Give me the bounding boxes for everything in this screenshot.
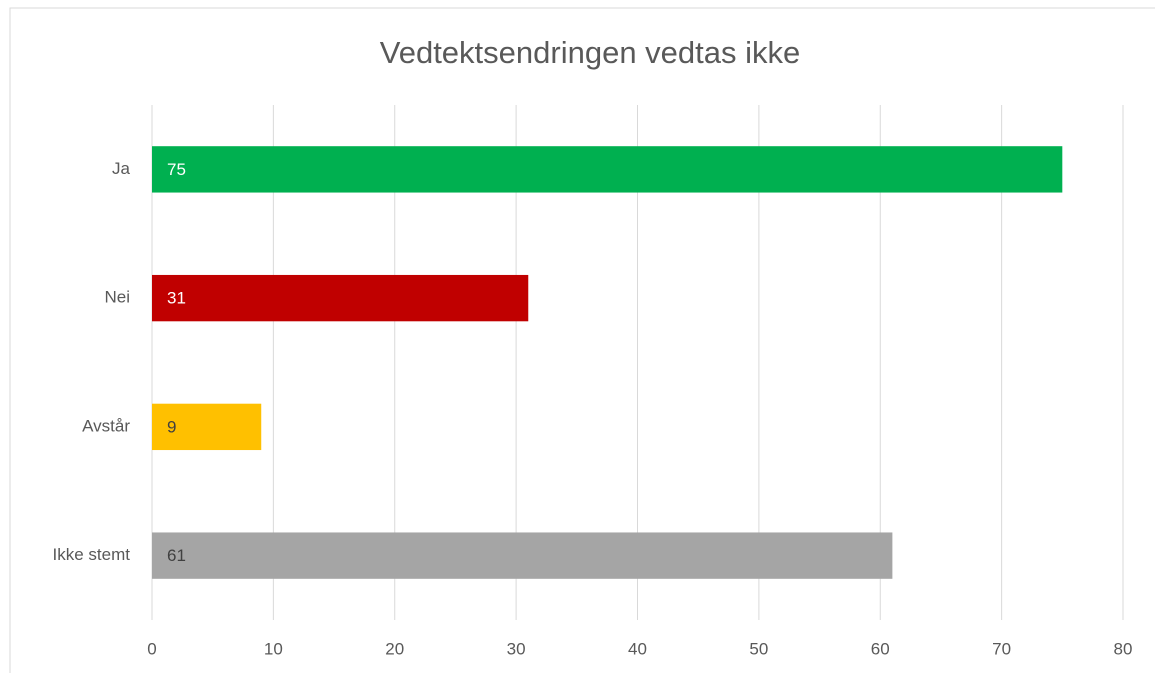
data-label: 75 (167, 160, 186, 179)
x-tick-label: 20 (385, 639, 404, 658)
y-tick-label: Nei (104, 288, 130, 307)
x-tick-label: 50 (749, 639, 768, 658)
x-tick-label: 10 (264, 639, 283, 658)
bar (152, 403, 262, 451)
y-tick-label: Avstår (82, 416, 130, 435)
x-tick-label: 80 (1114, 639, 1133, 658)
y-tick-label: Ikke stemt (53, 545, 131, 564)
x-tick-label: 30 (507, 639, 526, 658)
data-label: 31 (167, 289, 186, 308)
x-tick-label: 70 (992, 639, 1011, 658)
bar (152, 532, 893, 579)
y-tick-label: Ja (112, 159, 131, 178)
data-label: 61 (167, 546, 186, 565)
data-label: 9 (167, 417, 176, 436)
x-tick-label: 0 (147, 639, 156, 658)
x-tick-label: 60 (871, 639, 890, 658)
chart-title: Vedtektsendringen vedtas ikke (380, 35, 801, 70)
x-tick-label: 40 (628, 639, 647, 658)
bar (152, 274, 529, 322)
bar (152, 146, 1063, 193)
